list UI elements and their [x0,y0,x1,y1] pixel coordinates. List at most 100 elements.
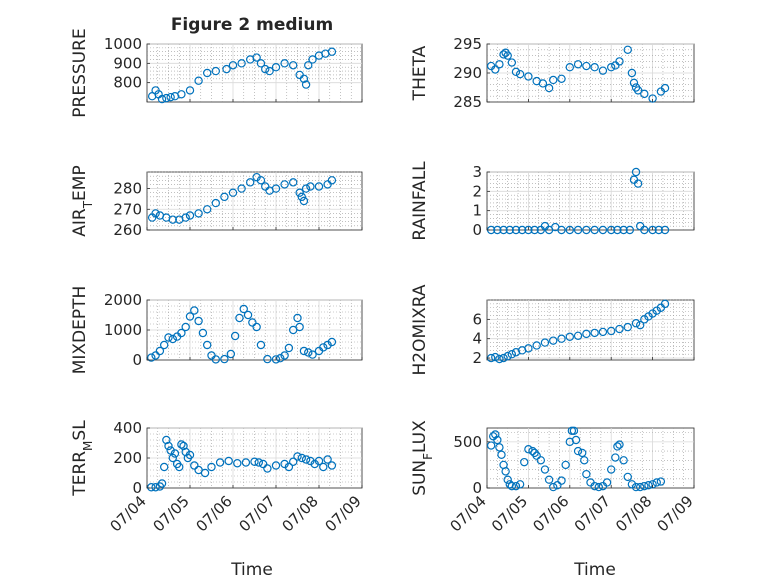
data-point [239,304,248,314]
data-point [308,350,317,359]
data-point [185,211,195,220]
data-point [245,178,255,187]
x-tick-label: 07/08 [612,492,655,535]
data-point [524,445,533,454]
data-point [532,451,541,460]
data-point [625,225,635,235]
data-point [507,481,517,491]
data-point [284,343,294,353]
data-point [258,459,268,469]
x-tick-label: 07/05 [150,492,193,535]
data-point [162,93,171,103]
x-tick-label: 07/04 [107,492,150,535]
data-point [297,453,306,463]
grid-lines [147,171,362,230]
y-tick-label: 285 [453,93,482,111]
data-point [499,353,508,363]
y-axis-label: THETA [410,45,430,101]
data-point [515,69,525,79]
data-point [237,184,246,193]
data-point [538,79,548,88]
data-point [157,479,167,488]
data-point [493,435,502,445]
data-point [198,328,208,338]
data-point [640,89,649,99]
data-point [615,324,624,334]
y-tick-label: 0 [132,479,142,497]
data-point [151,483,160,492]
data-point [190,461,199,470]
data-point [656,477,666,486]
data-point [293,452,302,461]
grid-lines [147,299,362,360]
data-point [648,225,657,235]
data-point [241,458,251,467]
data-point [222,64,231,74]
data-point [252,53,261,62]
data-point [532,341,541,350]
x-tick-label: 07/09 [654,492,697,535]
data-point [613,225,622,235]
data-point [276,354,285,363]
data-point [200,468,210,478]
data-point [166,92,175,102]
data-point [170,449,180,458]
data-point [648,94,657,103]
data-point [654,225,664,235]
data-point [220,354,229,364]
data-point [495,354,504,364]
data-point [530,225,539,235]
data-point [226,349,236,359]
panel-air_temp: 260 270 280 AIRTEMP [70,165,363,239]
data-point [289,178,298,187]
data-point [185,312,195,321]
data-point [629,78,639,88]
y-axis-label: MIXDEPTH [70,286,90,375]
data-point [185,86,195,95]
data-point [573,225,583,235]
data-point [299,346,309,356]
data-point [611,453,620,462]
data-point [549,336,558,345]
grid-lines [487,299,694,360]
data-point [202,205,212,214]
data-point [297,192,306,202]
grid-lines [147,427,362,488]
y-axis-label: SUNFLUX [410,420,435,496]
data-point [598,225,608,235]
grid-lines [147,43,362,102]
data-point [280,351,289,360]
data-point [557,334,566,343]
data-point [177,90,186,99]
data-point [497,450,506,459]
data-point [544,475,554,484]
data-point [295,188,304,197]
y-tick-label: 3 [472,163,482,181]
data-point [235,313,244,323]
data-point [627,68,637,78]
data-point [607,465,616,474]
grid-lines [487,171,694,230]
data-point [565,332,575,341]
data-point [590,62,599,72]
data-point [271,461,281,470]
data-point [164,441,173,451]
data-point [228,188,238,197]
data-point [619,456,628,465]
x-tick-label: 07/07 [571,492,614,535]
data-point [233,459,242,468]
data-point [580,456,589,465]
data-point [571,435,581,445]
data-point [499,50,508,59]
data-point [164,333,173,342]
data-point [224,456,233,466]
data-point [615,57,624,66]
y-tick-label: 290 [453,64,482,82]
data-point [544,83,554,93]
data-point [573,446,583,456]
data-point [528,446,537,456]
data-point [511,225,521,235]
data-point [271,62,281,72]
data-point [503,351,512,361]
